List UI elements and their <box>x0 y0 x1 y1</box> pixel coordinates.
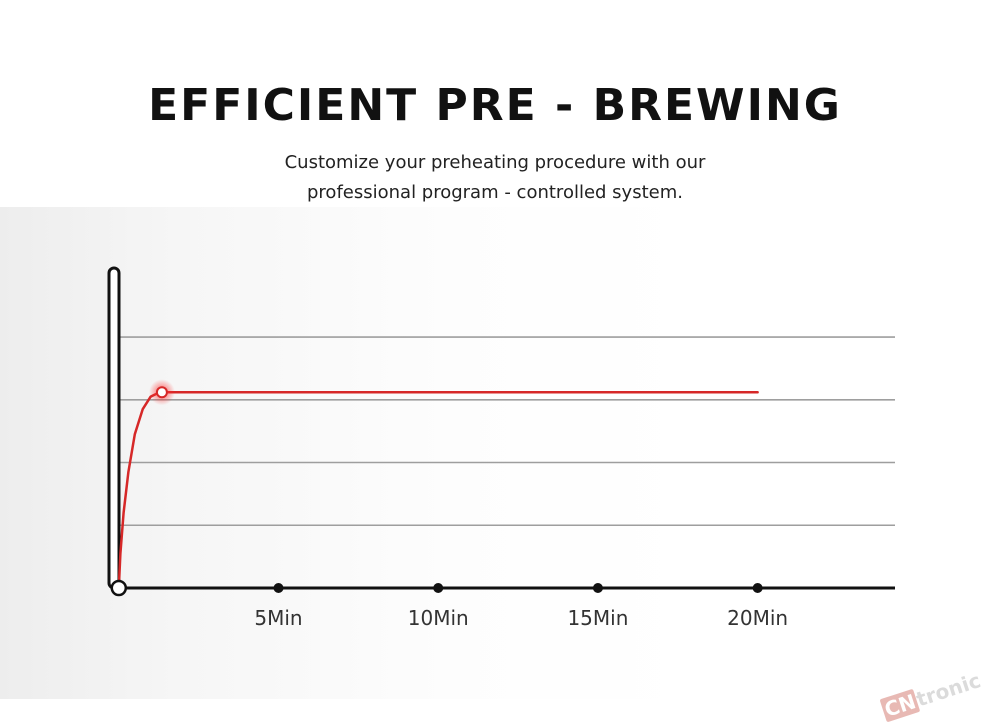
series-line-temperature <box>117 390 759 590</box>
grid-layer <box>120 336 895 527</box>
tick-layer: 5Min 10Min 15Min 20Min <box>254 583 788 630</box>
subtitle-line-2: professional program - controlled system… <box>307 182 683 203</box>
origin-point <box>110 579 128 597</box>
preheat-chart: 5Min 10Min 15Min 20Min <box>107 266 895 630</box>
x-tick-dot-4 <box>752 583 763 593</box>
x-tick-label-4: 20Min <box>727 606 788 630</box>
x-tick-dot-1 <box>273 583 284 593</box>
background-band <box>0 207 990 699</box>
x-tick-label-3: 15Min <box>567 606 628 630</box>
x-tick-label-1: 5Min <box>254 606 302 630</box>
axis-layer <box>107 266 895 590</box>
x-tick-label-2: 10Min <box>408 606 469 630</box>
series-layer <box>110 379 759 597</box>
y-axis <box>107 266 121 590</box>
x-tick-dot-2 <box>433 583 444 593</box>
x-tick-dot-3 <box>592 583 603 593</box>
subtitle-line-1: Customize your preheating procedure with… <box>284 152 706 173</box>
page-title: EFFICIENT PRE - BREWING <box>148 80 842 131</box>
highlight-point <box>155 386 168 399</box>
